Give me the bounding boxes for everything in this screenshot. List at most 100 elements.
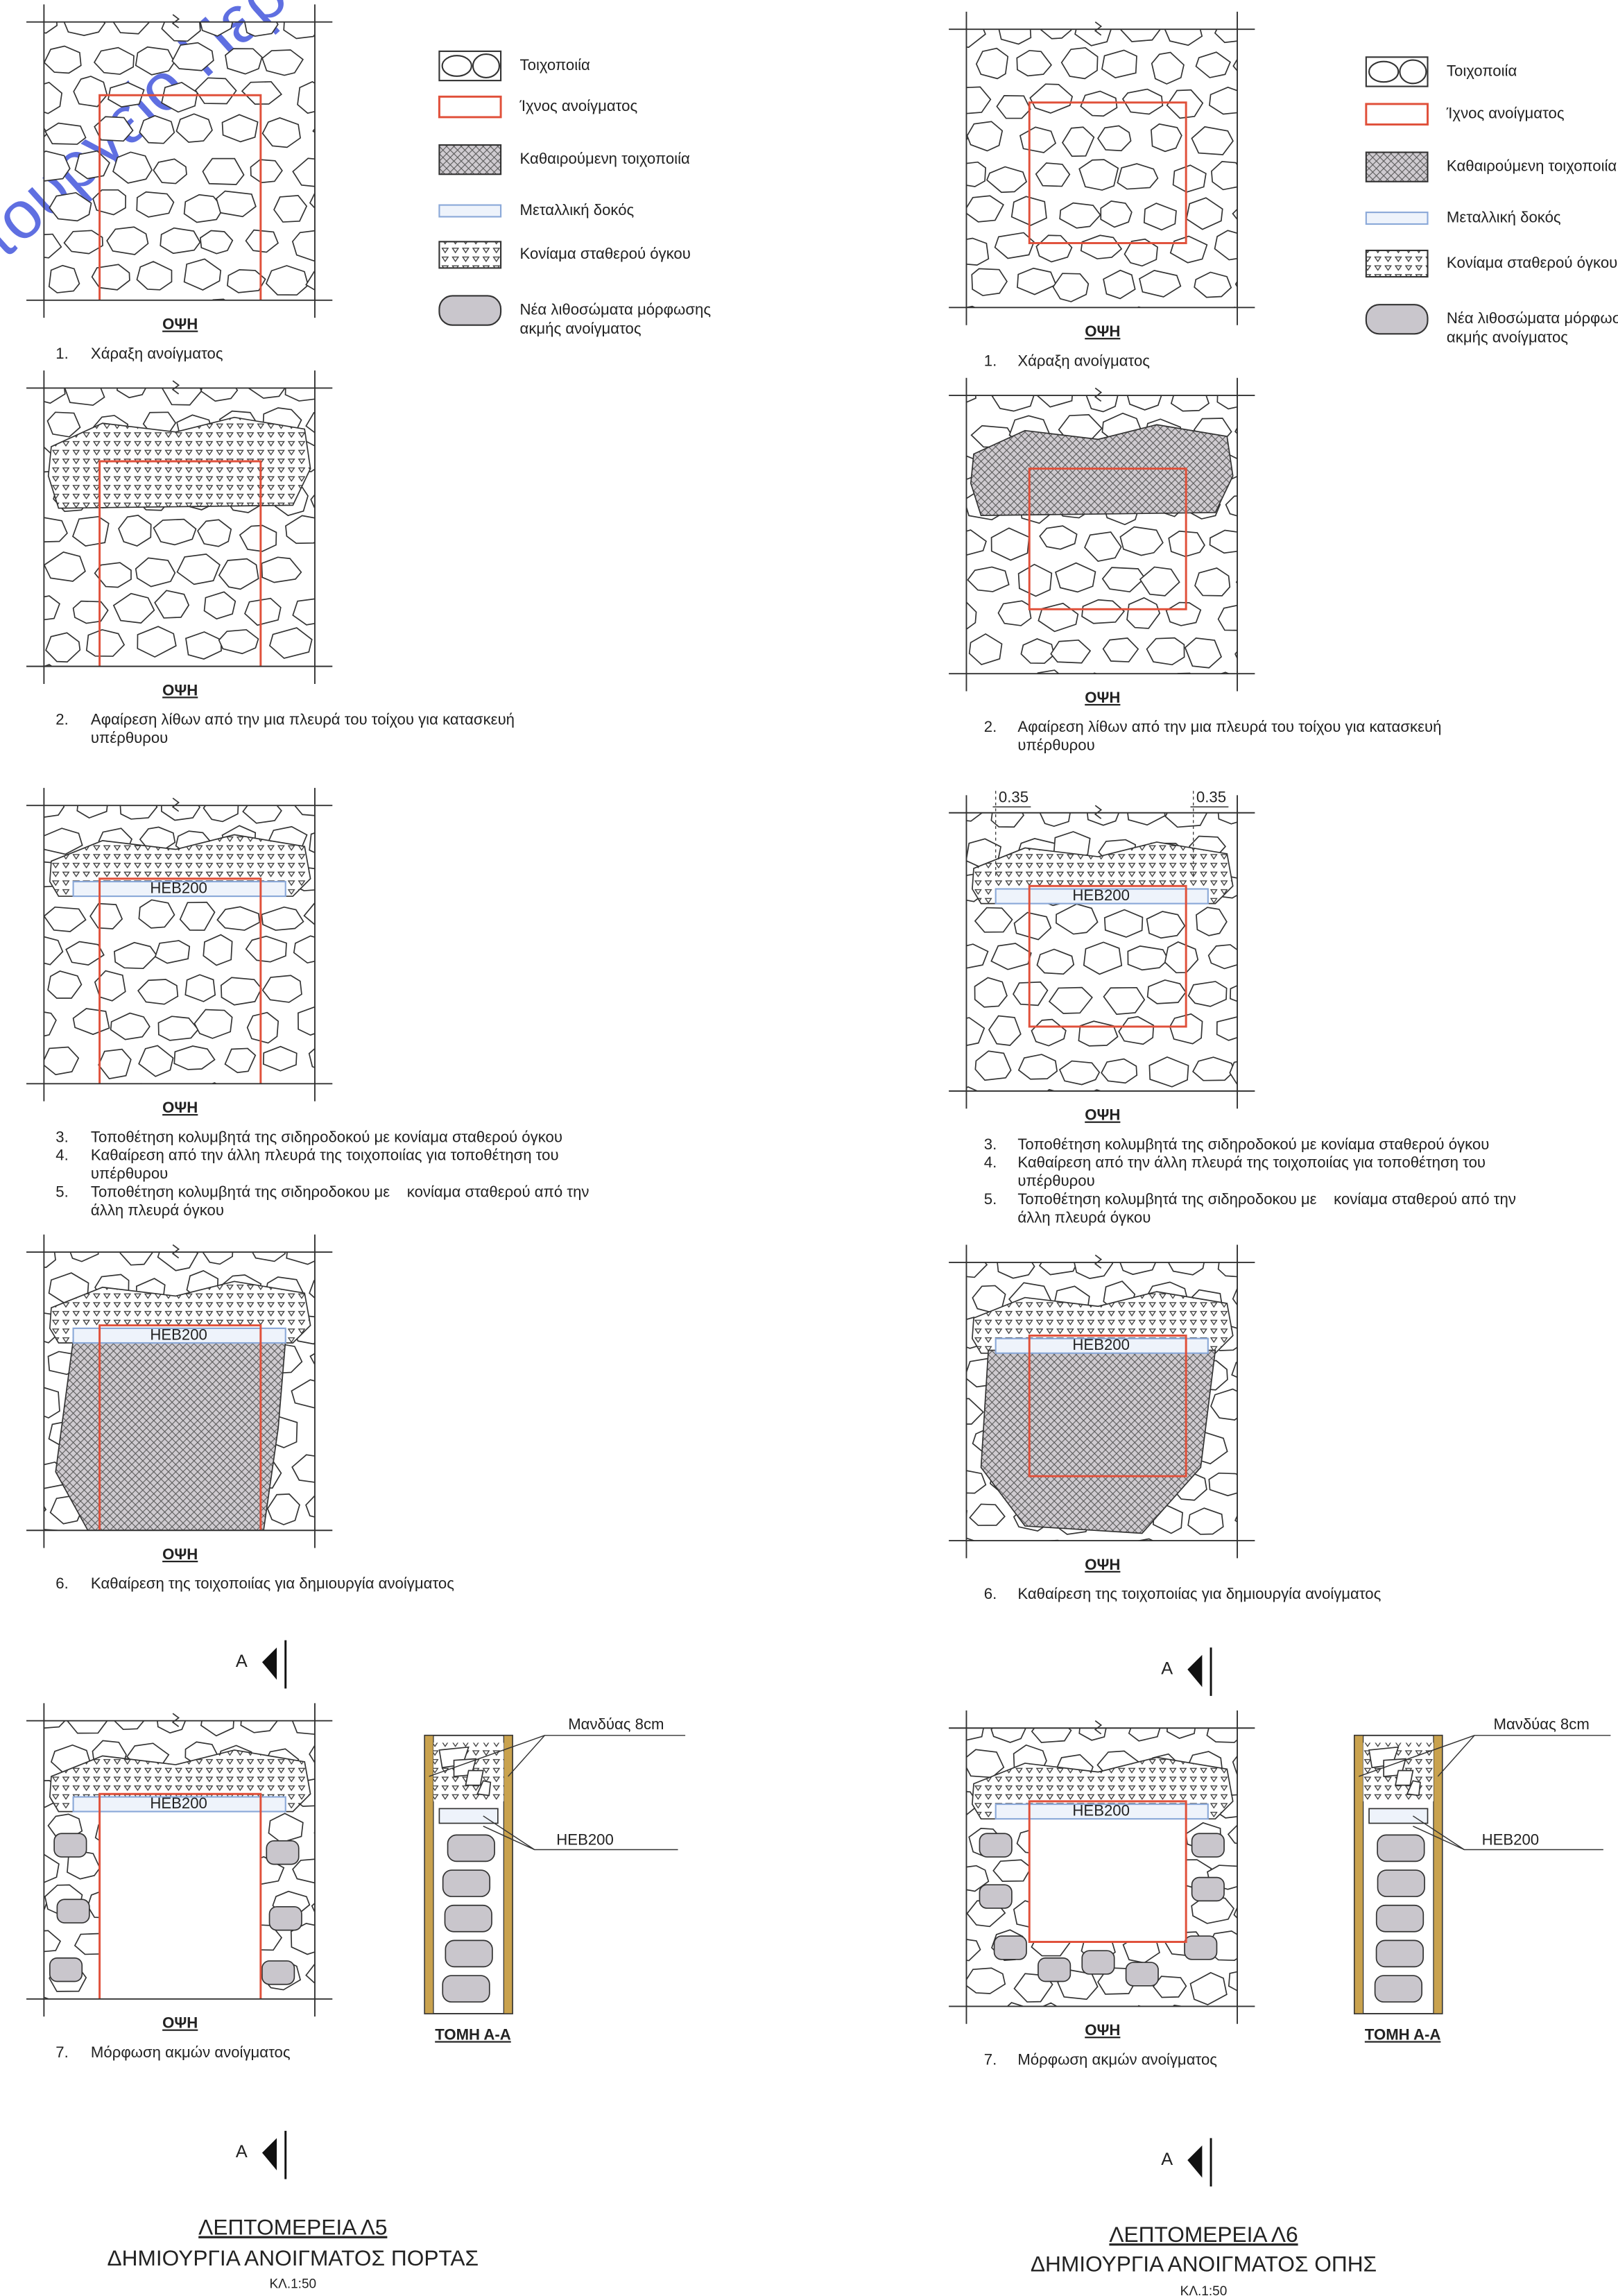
- stone: [991, 395, 1035, 412]
- stone: [248, 2003, 282, 2026]
- stone: [906, 233, 943, 257]
- new-stone: [1081, 1950, 1115, 1975]
- mortar-band: [47, 416, 311, 509]
- stone: [1253, 14, 1295, 41]
- stone: [44, 1529, 58, 1531]
- stone: [924, 1753, 964, 1777]
- stone: [911, 92, 945, 118]
- stone: [314, 750, 355, 780]
- stone: [138, 899, 175, 929]
- steel-beam: [72, 1796, 286, 1813]
- stone: [285, 515, 315, 545]
- stone: [0, 1855, 26, 1881]
- stone: [113, 669, 150, 692]
- legend-swatch: [472, 53, 501, 78]
- legend-label: ακμής ανοίγματος: [520, 320, 642, 337]
- legend-label: Καθαιρούμενη τοιχοποιία: [520, 150, 690, 167]
- wall-panel: HEB200: [0, 1672, 376, 2026]
- note-text: Καθαίρεση της τοιχοποιίας για δημιουργία…: [1017, 1585, 1381, 1602]
- note-number: 1.: [55, 345, 68, 362]
- stone: [974, 907, 1013, 933]
- steel-beam: [72, 880, 286, 898]
- stone: [1046, 1088, 1057, 1091]
- stone: [911, 1250, 945, 1274]
- stone: [924, 1363, 960, 1386]
- stone: [4, 1047, 44, 1077]
- stone: [1103, 909, 1144, 938]
- section-marker: Α: [236, 2142, 248, 2161]
- stone: [1254, 872, 1286, 896]
- note-text: Τοποθέτηση κολυμβητά της σιδηροδοκου με …: [91, 1183, 589, 1200]
- stone: [333, 1709, 370, 1739]
- stone: [69, 1252, 99, 1262]
- new-stone: [1125, 1962, 1159, 1987]
- stone: [1119, 1262, 1157, 1276]
- stone: [909, 602, 940, 628]
- stone: [1165, 601, 1202, 626]
- dimension: 0.35: [1196, 788, 1226, 805]
- stone: [1078, 159, 1119, 191]
- stone: [1206, 1728, 1238, 1743]
- stone: [1013, 761, 1051, 789]
- stone: [0, 377, 21, 401]
- stone: [1139, 270, 1182, 298]
- detail-subtitle: ΔΗΜΙΟΥΡΓΙΑ ΑΝΟΙΓΜΑΤΟΣ ΟΠΗΣ: [1031, 2251, 1377, 2276]
- legend-swatch: [438, 50, 502, 82]
- stone: [1274, 493, 1308, 523]
- note-text: Καθαίρεση από την άλλη πλευρά της τοιχοπ…: [91, 1147, 559, 1164]
- stone: [905, 19, 945, 44]
- stone: [44, 233, 62, 259]
- stone: [94, 562, 132, 588]
- stone: [1038, 1262, 1078, 1276]
- stone: [926, 1056, 963, 1081]
- legend-label: ακμής ανοίγματος: [1447, 329, 1568, 346]
- stone: [0, 1309, 17, 1336]
- stone: [1171, 2005, 1186, 2007]
- stone: [202, 157, 245, 185]
- stone: [1084, 531, 1122, 562]
- stone: [1229, 1061, 1238, 1086]
- detail-subtitle: ΔΗΜΙΟΥΡΓΙΑ ΑΝΟΙΓΜΑΤΟΣ ΠΟΡΤΑΣ: [107, 2245, 479, 2270]
- stone: [1143, 203, 1177, 231]
- stone: [44, 1720, 66, 1729]
- new-stone: [49, 1957, 83, 1982]
- stone: [336, 1853, 376, 1877]
- stone: [292, 157, 315, 187]
- stone: [0, 597, 16, 626]
- stone: [240, 1720, 279, 1733]
- stone: [268, 1813, 304, 1844]
- stone: [990, 943, 1032, 970]
- stone: [305, 411, 315, 434]
- new-stone: [979, 1833, 1013, 1858]
- new-stone: [1374, 1975, 1422, 2003]
- stone: [114, 941, 157, 970]
- stone: [357, 634, 391, 658]
- stone: [320, 1672, 352, 1700]
- stone: [1395, 1770, 1414, 1786]
- stone: [967, 0, 1004, 3]
- stone: [1232, 208, 1238, 221]
- stone: [139, 114, 175, 144]
- stone: [911, 949, 943, 976]
- stone: [119, 805, 158, 820]
- stone: [1146, 637, 1185, 666]
- stone: [305, 1495, 315, 1518]
- stone: [45, 1199, 79, 1225]
- stone: [929, 1674, 969, 1703]
- stone: [72, 600, 109, 624]
- stone: [1035, 234, 1073, 263]
- stone: [0, 669, 15, 696]
- stone: [293, 805, 315, 816]
- stone: [333, 1778, 370, 1806]
- stone: [1210, 1545, 1251, 1572]
- stone: [138, 754, 177, 783]
- section-label: ΤΟΜΗ Α-Α: [1365, 2025, 1441, 2043]
- stone: [1031, 1728, 1072, 1743]
- stone: [1282, 0, 1318, 3]
- stone: [1234, 427, 1238, 435]
- stone: [1255, 382, 1289, 409]
- stone: [74, 150, 110, 180]
- stone: [209, 1996, 223, 1999]
- stone: [261, 343, 302, 366]
- stone: [262, 1045, 298, 1072]
